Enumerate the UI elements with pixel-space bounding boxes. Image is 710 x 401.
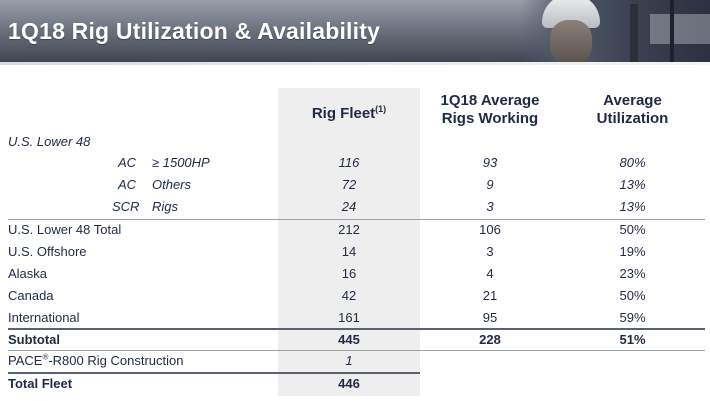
table-row: International 161 95 59% (0, 307, 710, 329)
banner-divider (0, 62, 710, 65)
util-value: 50% (619, 288, 646, 303)
fleet-column-shading (278, 88, 420, 396)
avg-value: 9 (486, 177, 494, 192)
rig-structure-image (670, 0, 674, 62)
util-value: 51% (619, 332, 646, 347)
rig-desc: Rigs (152, 199, 179, 214)
util-value: 13% (619, 177, 646, 192)
row-label: U.S. Lower 48 Total (8, 222, 122, 237)
util-value: 80% (619, 155, 646, 170)
rig-type: AC (117, 177, 136, 192)
banner-photo (520, 0, 710, 62)
column-header-util-line2: Utilization (596, 110, 669, 127)
rig-structure-image (630, 4, 638, 62)
column-header-fleet: Rig Fleet(1) (278, 100, 420, 123)
avg-value: 228 (479, 332, 501, 347)
page-title: 1Q18 Rig Utilization & Availability (8, 18, 381, 44)
table-row: Alaska 16 4 23% (0, 263, 710, 285)
column-header-util-line1: Average (603, 92, 662, 109)
avg-value: 93 (482, 155, 498, 170)
rig-desc: Others (152, 177, 192, 192)
row-label: U.S. Offshore (8, 244, 87, 259)
util-value: 19% (619, 244, 646, 259)
section-label: U.S. Lower 48 (8, 134, 91, 149)
fleet-value: 212 (338, 222, 360, 237)
util-value: 23% (619, 266, 646, 281)
table-row: AC Others 72 9 13% (0, 174, 710, 196)
column-header-avg-line1: 1Q18 Average (440, 92, 540, 109)
fleet-value: 16 (341, 266, 357, 281)
column-header-avg-line2: Rigs Working (441, 110, 539, 127)
row-label: Canada (8, 288, 54, 303)
fleet-value: 1 (345, 353, 353, 368)
table-row: U.S. Lower 48 Total 212 106 50% (0, 219, 710, 241)
column-header-avg: 1Q18 Average Rigs Working (420, 92, 560, 128)
column-header-util: Average Utilization (560, 92, 705, 128)
row-label: Total Fleet (8, 376, 73, 391)
fleet-value: 72 (341, 177, 357, 192)
fleet-value: 24 (341, 199, 357, 214)
subtotal-divider (8, 328, 705, 330)
fleet-value: 42 (341, 288, 357, 303)
table-row: SCR Rigs 24 3 13% (0, 196, 710, 218)
row-divider (8, 350, 705, 351)
rig-structure-image (650, 14, 710, 44)
row-label-suffix: -R800 Rig Construction (48, 353, 184, 368)
registered-mark: ® (42, 352, 49, 362)
avg-value: 3 (486, 199, 494, 214)
row-divider (8, 219, 705, 220)
fleet-value: 445 (338, 332, 360, 347)
header-banner: 1Q18 Rig Utilization & Availability (0, 0, 710, 62)
fleet-value: 161 (338, 310, 360, 325)
fleet-value: 116 (338, 155, 360, 170)
column-header-fleet-label: Rig Fleet (311, 105, 376, 122)
rig-type: SCR (112, 199, 140, 214)
total-row: Total Fleet 446 (0, 373, 710, 395)
row-label: Subtotal (8, 332, 60, 347)
row-label-prefix: PACE (8, 353, 43, 368)
footnote-marker: (1) (375, 104, 387, 114)
table-row: AC ≥ 1500HP 116 93 80% (0, 152, 710, 174)
fleet-value: 446 (338, 376, 360, 391)
avg-value: 21 (482, 288, 498, 303)
table-row: U.S. Offshore 14 3 19% (0, 241, 710, 263)
avg-value: 106 (479, 222, 501, 237)
worker-image (550, 20, 592, 62)
rig-type: AC (117, 155, 136, 170)
row-label: PACE®-R800 Rig Construction (8, 350, 183, 372)
table-row: Canada 42 21 50% (0, 285, 710, 307)
rig-desc: ≥ 1500HP (152, 155, 210, 170)
subtotal-row: Subtotal 445 228 51% (0, 329, 710, 351)
avg-value: 95 (482, 310, 498, 325)
fleet-value: 14 (341, 244, 357, 259)
avg-value: 3 (486, 244, 494, 259)
table-row: PACE®-R800 Rig Construction 1 (0, 350, 710, 372)
total-divider (8, 372, 420, 374)
section-label-row: U.S. Lower 48 (0, 131, 710, 153)
util-value: 13% (619, 199, 646, 214)
row-label: Alaska (8, 266, 48, 281)
avg-value: 4 (486, 266, 494, 281)
util-value: 50% (619, 222, 646, 237)
util-value: 59% (619, 310, 646, 325)
row-label: International (8, 310, 80, 325)
